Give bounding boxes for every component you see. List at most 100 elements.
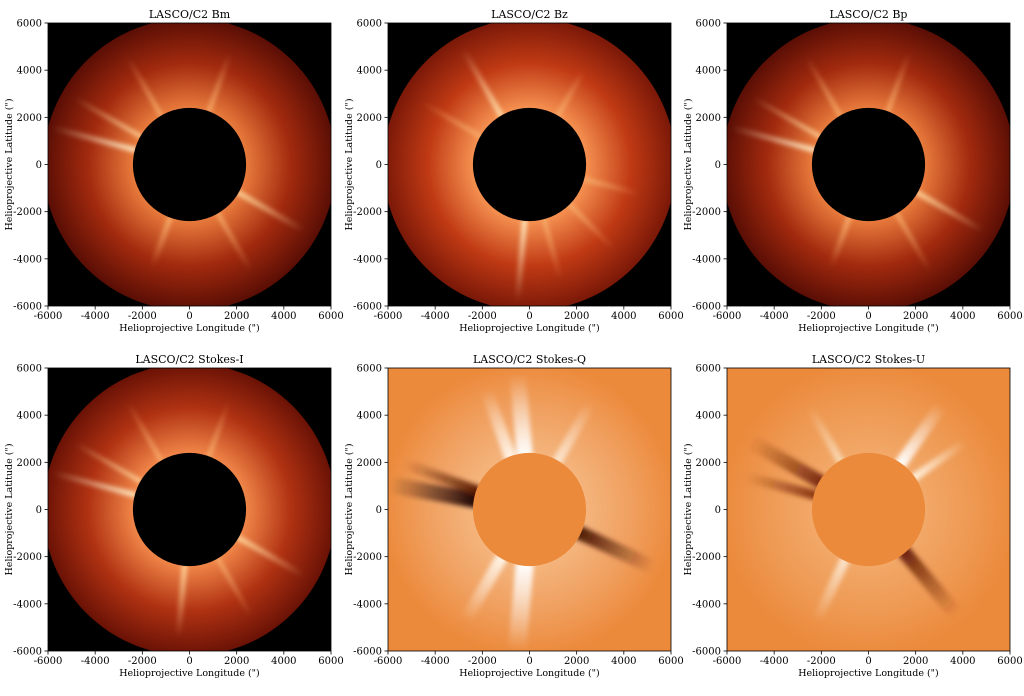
- x-tick-label: 6000: [318, 311, 343, 322]
- plot-area: [48, 368, 331, 651]
- streamer-group: [729, 51, 986, 273]
- x-tick-label: 2000: [903, 311, 928, 322]
- occulter-disk: [472, 107, 587, 222]
- streamer: [206, 401, 231, 459]
- streamer: [460, 47, 504, 118]
- streamer: [894, 211, 932, 273]
- y-axis-label: Helioprojective Latitude ("): [344, 443, 355, 575]
- streamer: [508, 556, 534, 651]
- streamer: [555, 68, 586, 118]
- streamer: [479, 383, 517, 463]
- panel-title: LASCO/C2 Stokes-Q: [473, 353, 586, 366]
- y-tick-label: -6000: [692, 302, 721, 313]
- streamer: [915, 190, 986, 234]
- y-tick-label: 2000: [357, 113, 382, 124]
- y-tick-label: 2000: [17, 458, 42, 469]
- streamer: [388, 476, 482, 508]
- y-tick-label: -2000: [692, 207, 721, 218]
- y-axis-label: Helioprojective Latitude ("): [344, 98, 355, 230]
- x-tick-label: -4000: [760, 311, 789, 322]
- y-axis-label: Helioprojective Latitude ("): [683, 443, 694, 575]
- x-axis-label: Helioprojective Longitude ("): [119, 668, 260, 679]
- streamer: [175, 563, 188, 639]
- y-tick-label: -2000: [692, 552, 721, 563]
- y-tick-label: 0: [376, 160, 382, 171]
- x-tick-label: 6000: [997, 311, 1022, 322]
- x-tick-label: 0: [186, 656, 192, 667]
- x-tick-label: 4000: [271, 656, 296, 667]
- streamer: [215, 211, 253, 273]
- streamer: [828, 215, 852, 269]
- y-tick-label: -4000: [692, 254, 721, 265]
- streamer: [894, 399, 948, 470]
- streamer: [126, 401, 164, 463]
- x-tick-label: -4000: [81, 311, 110, 322]
- streamer: [567, 202, 615, 250]
- streamer-group: [50, 401, 307, 639]
- x-tick-label: 6000: [997, 656, 1022, 667]
- y-tick-label: -4000: [353, 254, 382, 265]
- streamer: [552, 398, 596, 466]
- occulter-disk: [472, 452, 587, 567]
- streamer-group: [740, 399, 970, 626]
- streamer: [126, 56, 164, 118]
- x-tick-label: -6000: [34, 656, 63, 667]
- streamer: [236, 190, 307, 234]
- plot-area: [48, 23, 331, 306]
- plot-area: [388, 368, 671, 651]
- streamer: [910, 437, 970, 482]
- y-tick-label: 4000: [696, 411, 721, 422]
- x-axis-label: Helioprojective Longitude ("): [798, 668, 939, 679]
- streamer: [811, 555, 850, 626]
- y-tick-label: 6000: [696, 364, 721, 375]
- panel-title: LASCO/C2 Stokes-I: [135, 353, 243, 366]
- x-tick-label: -6000: [713, 311, 742, 322]
- streamer: [50, 125, 138, 153]
- streamer: [421, 101, 483, 139]
- x-axis-label: Helioprojective Longitude ("): [459, 323, 600, 334]
- streamer: [206, 51, 232, 114]
- x-tick-label: -6000: [374, 656, 403, 667]
- streamer: [509, 368, 533, 462]
- streamer: [459, 552, 508, 626]
- x-tick-label: 2000: [564, 311, 589, 322]
- streamer: [582, 177, 641, 196]
- y-tick-label: -2000: [13, 552, 42, 563]
- y-tick-label: 2000: [696, 113, 721, 124]
- streamer: [805, 403, 845, 465]
- y-tick-label: 6000: [357, 364, 382, 375]
- x-axis-label: Helioprojective Longitude ("): [119, 323, 260, 334]
- streamer: [515, 218, 528, 304]
- x-tick-label: -4000: [81, 656, 110, 667]
- y-tick-label: -2000: [353, 552, 382, 563]
- y-tick-label: 6000: [696, 19, 721, 30]
- panel-title: LASCO/C2 Bm: [149, 8, 231, 21]
- occulter-disk: [811, 107, 926, 222]
- plot-area: [727, 23, 1010, 306]
- streamer: [50, 470, 138, 498]
- y-tick-label: 2000: [696, 458, 721, 469]
- y-tick-label: 4000: [357, 411, 382, 422]
- x-tick-label: 4000: [271, 311, 296, 322]
- streamer: [73, 441, 143, 484]
- y-tick-label: 0: [36, 160, 42, 171]
- streamer: [752, 96, 822, 139]
- y-tick-label: 4000: [17, 411, 42, 422]
- x-axis-label: Helioprojective Longitude ("): [459, 668, 600, 679]
- x-tick-label: 4000: [611, 311, 636, 322]
- streamer: [805, 56, 843, 118]
- streamer: [740, 471, 819, 500]
- occulter-disk: [811, 452, 926, 567]
- panel-5: -6000 -4000 -2000 0 2000 4000 6000 -6000 -4000 -2…: [344, 353, 684, 679]
- occulter-disk: [132, 452, 247, 567]
- streamer: [885, 51, 911, 114]
- x-tick-label: -2000: [128, 311, 157, 322]
- plot-area: [388, 23, 671, 306]
- x-tick-label: -2000: [807, 656, 836, 667]
- y-axis-label: Helioprojective Latitude ("): [4, 443, 15, 575]
- y-tick-label: -6000: [353, 647, 382, 658]
- streamer: [236, 535, 307, 579]
- panel-title: LASCO/C2 Stokes-U: [812, 353, 925, 366]
- y-tick-label: -4000: [13, 599, 42, 610]
- y-tick-label: 0: [715, 160, 721, 171]
